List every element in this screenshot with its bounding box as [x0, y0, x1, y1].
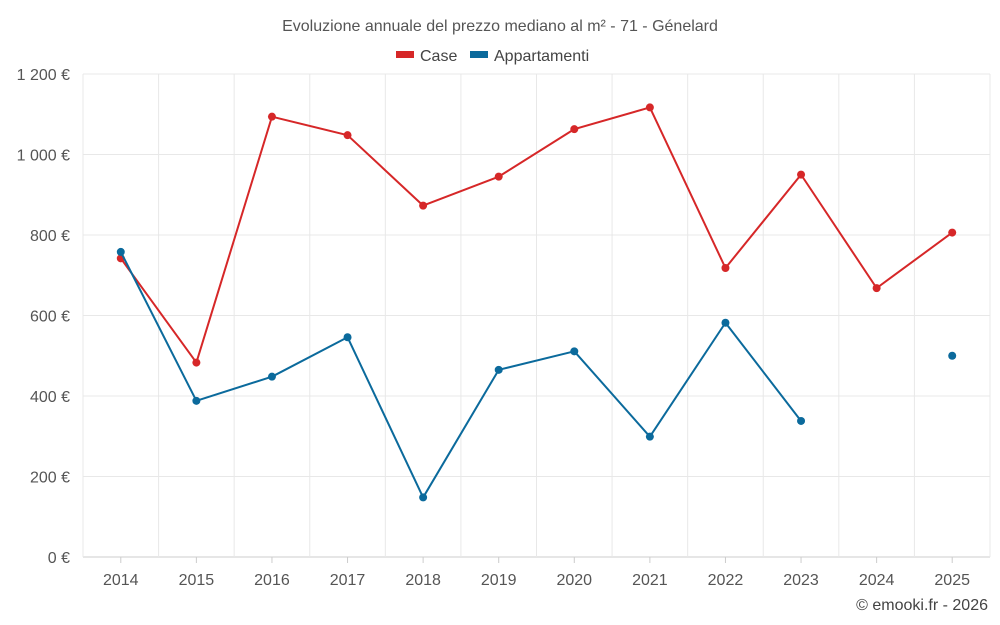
x-tick-label: 2025 — [934, 572, 970, 589]
series-group — [116, 103, 957, 502]
y-tick-label: 200 € — [30, 470, 70, 487]
data-point[interactable] — [494, 365, 503, 374]
credit-text: © emooki.fr - 2026 — [856, 597, 988, 614]
data-point[interactable] — [419, 201, 428, 210]
legend-item-case[interactable]: Case — [396, 48, 457, 65]
x-tick-label: 2019 — [481, 572, 517, 589]
y-tick-label: 600 € — [30, 309, 70, 326]
y-tick-label: 400 € — [30, 389, 70, 406]
legend-swatch — [470, 51, 488, 58]
data-point[interactable] — [192, 358, 201, 367]
x-tick-label: 2018 — [405, 572, 441, 589]
data-point[interactable] — [721, 318, 730, 327]
series-line — [119, 251, 802, 499]
data-point[interactable] — [570, 347, 579, 356]
series-line — [119, 106, 953, 364]
x-tick-label: 2017 — [330, 572, 366, 589]
x-tick-label: 2020 — [556, 572, 592, 589]
x-tick-label: 2023 — [783, 572, 819, 589]
x-tick-label: 2016 — [254, 572, 290, 589]
data-point[interactable] — [797, 416, 806, 425]
legend[interactable]: Case Appartamenti — [396, 48, 589, 65]
data-point[interactable] — [419, 493, 428, 502]
data-point[interactable] — [645, 103, 654, 112]
x-tick-label: 2014 — [103, 572, 139, 589]
legend-item-appartamenti[interactable]: Appartamenti — [470, 48, 589, 65]
legend-label: Appartamenti — [494, 48, 589, 65]
data-point[interactable] — [721, 264, 730, 273]
y-tick-label: 800 € — [30, 228, 70, 245]
x-axis-ticks: 2014 2015 2016 2017 2018 2019 2020 2021 2022 2023… — [103, 557, 970, 589]
data-point[interactable] — [343, 131, 352, 140]
data-point[interactable] — [494, 172, 503, 181]
grid — [82, 73, 991, 558]
x-tick-label: 2015 — [179, 572, 215, 589]
y-tick-label: 1 200 € — [17, 67, 70, 84]
y-tick-label: 0 € — [48, 550, 70, 567]
x-tick-label: 2024 — [859, 572, 895, 589]
y-axis-ticks: 0 € 200 € 400 € 600 € 800 € 1 000 € 1 200 € — [17, 67, 70, 567]
data-point[interactable] — [116, 247, 125, 256]
data-point[interactable] — [872, 284, 881, 293]
data-point[interactable] — [948, 228, 957, 237]
legend-label: Case — [420, 48, 457, 65]
x-tick-label: 2021 — [632, 572, 668, 589]
data-point[interactable] — [570, 125, 579, 134]
y-tick-label: 1 000 € — [17, 148, 70, 165]
data-point[interactable] — [645, 432, 654, 441]
series-case — [116, 103, 957, 367]
data-point[interactable] — [267, 112, 276, 121]
data-point[interactable] — [267, 372, 276, 381]
x-tick-label: 2022 — [708, 572, 744, 589]
legend-swatch — [396, 51, 414, 58]
data-point[interactable] — [192, 396, 201, 405]
data-point[interactable] — [948, 351, 957, 360]
series-appartamenti — [116, 247, 957, 502]
chart-title: Evoluzione annuale del prezzo mediano al… — [282, 18, 718, 35]
data-point[interactable] — [797, 170, 806, 179]
data-point[interactable] — [343, 333, 352, 342]
